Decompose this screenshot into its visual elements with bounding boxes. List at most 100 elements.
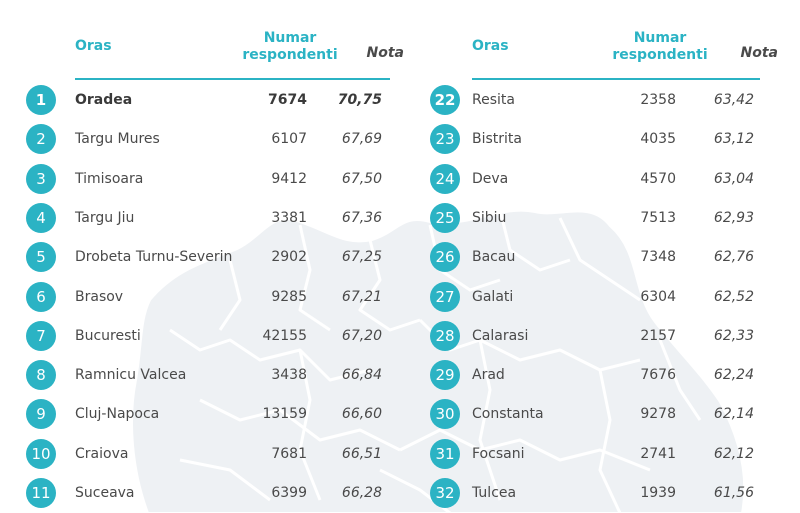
grade-value: 62,14 <box>713 406 754 423</box>
rank-badge: 29 <box>430 360 460 391</box>
city-name: Cluj-Napoca <box>75 406 160 423</box>
rank-badge: 3 <box>26 163 56 194</box>
grade-value: 62,76 <box>713 249 754 266</box>
table-row: 8 Ramnicu Valcea 3438 66,84 <box>26 360 382 391</box>
header-grade: Nota <box>740 45 778 61</box>
respondent-count: 2358 <box>640 92 676 108</box>
rank-badge: 2 <box>26 124 56 155</box>
table-row: 9 Cluj-Napoca 13159 66,60 <box>26 399 382 430</box>
rank-badge: 10 <box>26 438 56 469</box>
table-row: 7 Bucuresti 42155 67,20 <box>26 320 382 351</box>
city-name: Suceava <box>75 485 135 501</box>
grade-value: 67,69 <box>341 131 382 148</box>
header-divider <box>75 78 390 80</box>
respondent-count: 6304 <box>640 288 676 305</box>
table-row: 27 Galati 6304 62,52 <box>430 281 754 312</box>
rank-badge: 30 <box>430 399 460 430</box>
table-row: 26 Bacau 7348 62,76 <box>430 242 754 273</box>
respondent-count: 7674 <box>268 92 307 108</box>
header-city: Oras <box>472 38 509 54</box>
table-row: 5 Drobeta Turnu-Severin 2902 67,25 <box>26 242 382 273</box>
rank-badge: 24 <box>430 163 460 194</box>
respondent-count: 7348 <box>640 249 676 266</box>
respondent-count: 2741 <box>640 445 676 462</box>
city-name: Calarasi <box>472 327 529 344</box>
rank-badge: 27 <box>430 281 460 312</box>
rank-badge: 11 <box>26 478 56 508</box>
grade-value: 67,21 <box>341 288 382 305</box>
rank-badge: 6 <box>26 281 56 312</box>
header-grade: Nota <box>366 45 404 61</box>
table-row: 32 Tulcea 1939 61,56 <box>430 478 754 508</box>
table-row: 6 Brasov 9285 67,21 <box>26 281 382 312</box>
city-name: Tulcea <box>472 485 517 501</box>
city-name: Targu Mures <box>75 131 160 148</box>
respondent-count: 4570 <box>640 170 676 187</box>
table-row: 1 Oradea 7674 70,75 <box>26 85 382 115</box>
respondent-count: 2902 <box>271 249 307 266</box>
grade-value: 67,25 <box>341 249 382 266</box>
respondent-count: 7676 <box>640 367 676 384</box>
city-name: Bistrita <box>472 131 522 148</box>
city-name: Bucuresti <box>75 327 141 344</box>
table-row: 23 Bistrita 4035 63,12 <box>430 124 754 155</box>
table-row: 3 Timisoara 9412 67,50 <box>26 163 382 194</box>
table-row: 4 Targu Jiu 3381 67,36 <box>26 202 382 233</box>
rank-badge: 28 <box>430 320 460 351</box>
respondent-count: 9285 <box>271 288 307 305</box>
respondent-count: 7681 <box>271 445 307 462</box>
table-row: 29 Arad 7676 62,24 <box>430 360 754 391</box>
table-row: 2 Targu Mures 6107 67,69 <box>26 124 382 155</box>
city-name: Resita <box>472 92 515 108</box>
grade-value: 62,24 <box>713 367 754 384</box>
respondent-count: 3381 <box>271 209 307 226</box>
header-divider <box>472 78 760 80</box>
city-name: Sibiu <box>472 209 507 226</box>
respondent-count: 6107 <box>271 131 307 148</box>
table-row: 24 Deva 4570 63,04 <box>430 163 754 194</box>
grade-value: 63,42 <box>713 92 754 108</box>
rank-badge: 25 <box>430 202 460 233</box>
respondent-count: 4035 <box>640 131 676 148</box>
city-name: Galati <box>472 288 514 305</box>
header-respondents: Numar respondenti <box>242 30 338 63</box>
city-name: Craiova <box>75 445 129 462</box>
grade-value: 66,60 <box>341 406 382 423</box>
respondent-count: 7513 <box>640 209 676 226</box>
grade-value: 63,12 <box>713 131 754 148</box>
rank-badge: 1 <box>26 85 56 115</box>
respondent-count: 6399 <box>271 485 307 501</box>
grade-value: 62,12 <box>713 445 754 462</box>
respondent-count: 1939 <box>640 485 676 501</box>
respondent-count: 13159 <box>262 406 307 423</box>
city-name: Arad <box>472 367 505 384</box>
table-row: 25 Sibiu 7513 62,93 <box>430 202 754 233</box>
grade-value: 67,36 <box>341 209 382 226</box>
city-name: Focsani <box>472 445 525 462</box>
rank-badge: 9 <box>26 399 56 430</box>
city-name: Targu Jiu <box>75 209 135 226</box>
rank-badge: 4 <box>26 202 56 233</box>
table-row: 28 Calarasi 2157 62,33 <box>430 320 754 351</box>
respondent-count: 42155 <box>262 327 307 344</box>
rank-badge: 26 <box>430 242 460 273</box>
grade-value: 62,52 <box>713 288 754 305</box>
city-name: Constanta <box>472 406 544 423</box>
table-row: 31 Focsani 2741 62,12 <box>430 438 754 469</box>
rank-badge: 5 <box>26 242 56 273</box>
header-city: Oras <box>75 38 112 54</box>
respondent-count: 3438 <box>271 367 307 384</box>
rank-badge: 7 <box>26 320 56 351</box>
table-row: 10 Craiova 7681 66,51 <box>26 438 382 469</box>
table-row: 22 Resita 2358 63,42 <box>430 85 754 115</box>
grade-value: 66,51 <box>341 445 382 462</box>
rank-badge: 23 <box>430 124 460 155</box>
rank-badge: 31 <box>430 438 460 469</box>
city-name: Brasov <box>75 288 124 305</box>
grade-value: 67,20 <box>341 327 382 344</box>
rank-badge: 32 <box>430 478 460 508</box>
grade-value: 62,33 <box>713 327 754 344</box>
grade-value: 63,04 <box>713 170 754 187</box>
respondent-count: 2157 <box>640 327 676 344</box>
grade-value: 70,75 <box>337 92 382 108</box>
